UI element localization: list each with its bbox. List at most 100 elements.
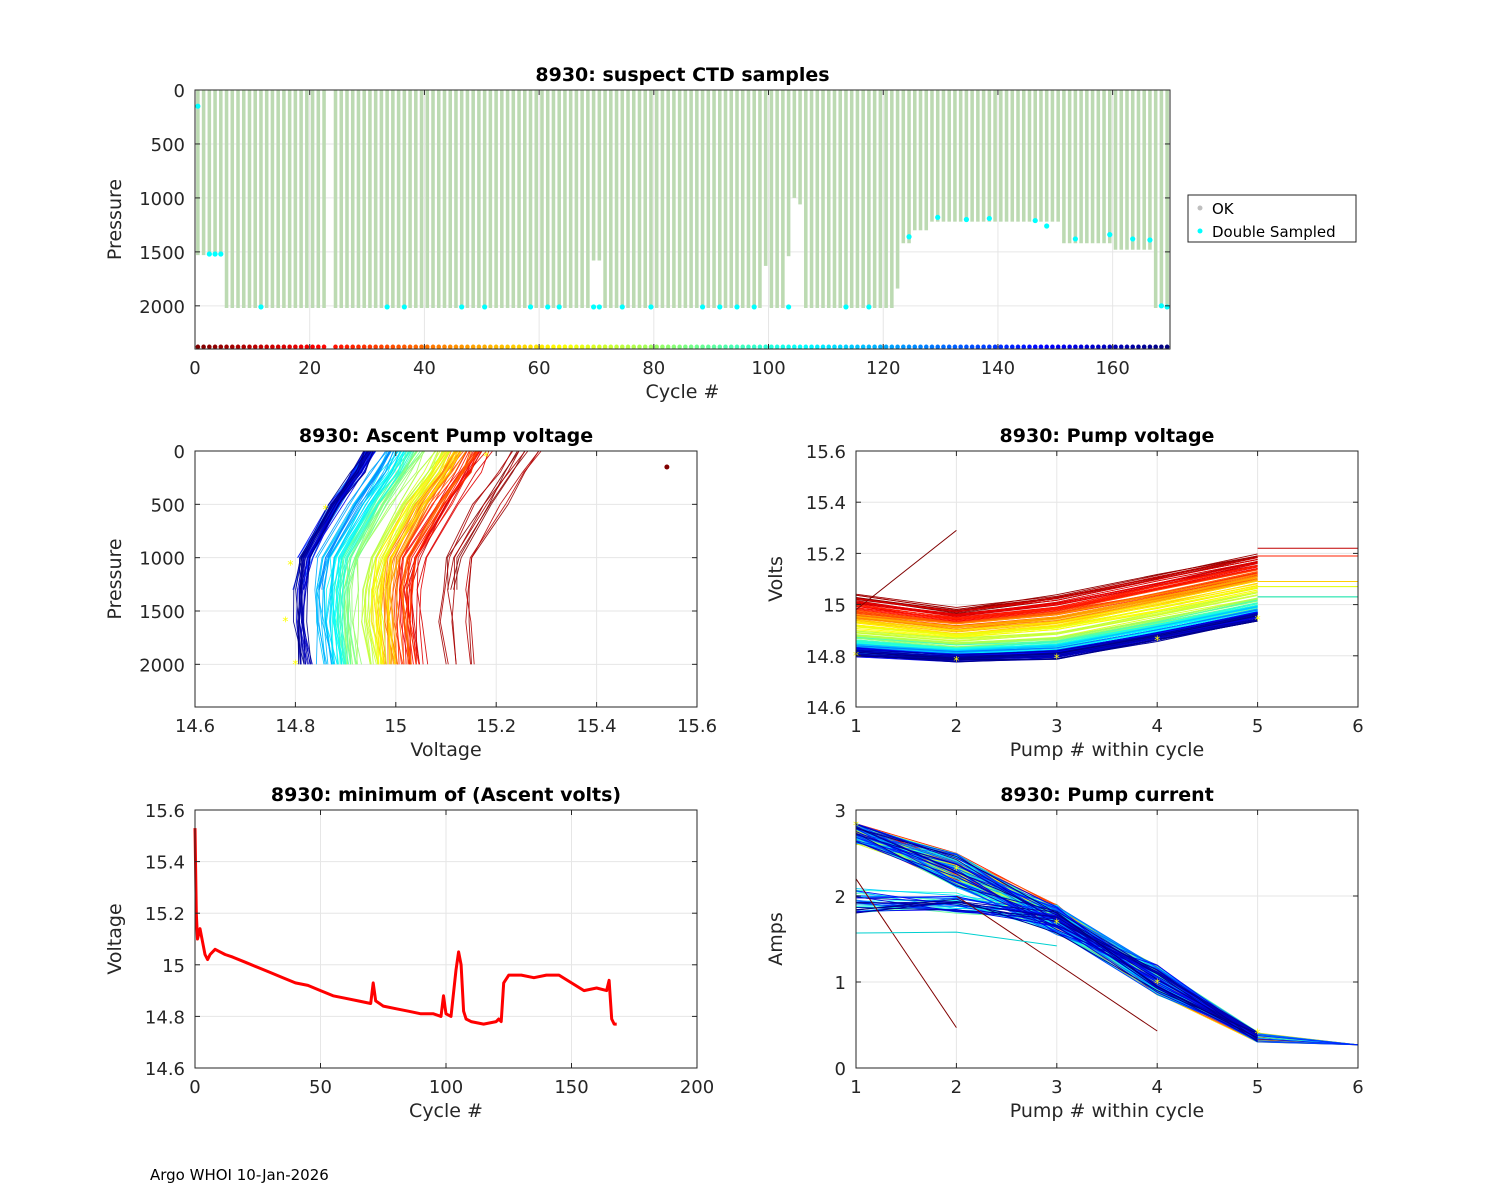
cycle-bar [958,90,963,222]
cycle-color-dot [688,344,694,350]
cycle-color-dot [849,344,854,350]
cycle-color-dot [992,344,998,350]
cycle-color-dot [533,344,539,350]
cycle-bar [798,90,802,205]
cycle-color-dot [338,344,344,350]
cycle-color-dot [797,344,803,350]
ascent-profile-line [373,450,445,665]
ascent-profile-line [399,450,468,665]
cycle-bar [259,90,263,308]
x-tick-label: 1 [850,1077,861,1098]
ascent-profile-line [371,450,445,665]
axes-frame [194,450,698,708]
cycle-bar [941,90,946,222]
cycle-color-dot [293,344,298,350]
min-marker: * [1054,651,1060,665]
y-tick-label: 14.6 [145,1059,185,1080]
ascent-profile-line [361,450,437,665]
double-sampled-point [1164,304,1170,310]
double-sampled-point [906,234,912,240]
cycle-bar [414,90,418,308]
pump-current-line [855,896,1258,1035]
cycle-bar [752,90,756,308]
cycle-bar [712,90,716,308]
cycle-color-dot [333,344,338,350]
cycle-bar [849,90,854,308]
cycle-bar [196,90,200,256]
cycle-color-dot [424,344,430,350]
cycle-color-dot [275,344,281,350]
cycle-color-dot [1050,344,1055,350]
axes-frame [855,809,1359,1069]
ascent-profile-line [306,450,374,665]
double-sampled-point [258,304,264,310]
cycle-color-dot [1078,344,1084,350]
y-tick-label: 14.8 [806,647,846,668]
pump-current-line [855,832,1258,1033]
y-tick-label: 15.2 [806,544,846,565]
pump-voltage-line [855,591,1258,639]
cycle-color-dot [499,344,505,350]
double-sampled-point [1158,303,1164,309]
cycle-bar [207,90,212,256]
cycle-bar [436,90,441,308]
cycle-color-dot [901,344,906,350]
cycle-color-dot [373,344,378,350]
cycle-color-dot [505,344,510,350]
bars [196,90,1169,308]
x-tick-label: 5 [1252,1077,1263,1098]
x-tick-label: 15.4 [577,716,617,737]
cycle-color-dot [1096,344,1101,350]
cycle-bar [895,90,900,289]
cycle-bar [517,90,521,308]
y-tick-label: 2 [835,887,846,908]
ascent-profile-line [439,450,514,665]
cycle-color-dot [379,344,384,350]
cycle-color-dot [757,344,763,350]
double-sampled-point [545,304,551,310]
x-tick-label: 50 [309,1077,332,1098]
ascent-profile-line [314,450,388,665]
cycle-bar [1010,90,1015,222]
ascent-profile-line [346,450,421,665]
cycle-bar [918,90,923,231]
cycle-bar [356,90,361,308]
cycle-color-dot [935,344,941,350]
cycle-bar [735,90,739,308]
y-tick-label: 0 [174,81,185,102]
cycle-bar [545,90,550,308]
pump-voltage-line [855,583,1258,631]
ascent-profile-line [340,450,414,665]
cycle-bar [723,90,728,308]
ascent-profile-line [408,450,477,665]
cycle-bar [597,90,602,261]
cycle-color-dot [482,344,487,350]
outlier-line [855,878,957,1028]
min-marker: * [1154,977,1160,991]
cycle-color-dot [837,344,843,350]
cycle-color-dot [459,344,464,350]
x-tick-label: 15.2 [476,716,516,737]
cycle-bar [700,90,705,308]
cycle-color-dot [597,344,602,350]
cycle-bar [844,90,848,308]
ascent-profile-line [376,450,450,665]
cycle-bar [1153,90,1158,308]
min-marker: * [483,449,489,463]
cycle-color-dot [224,344,229,350]
cycle-color-dot [866,344,872,350]
min-marker: * [953,654,959,668]
cycle-bar [775,90,779,308]
cycle-color-dot [218,344,224,350]
pump-voltage-line [855,609,1258,653]
cycle-bar [425,90,430,308]
cycle-color-dot [631,344,637,350]
cycle-color-dot [493,344,499,350]
cycle-color-dot [975,344,981,350]
double-sampled-point [206,251,212,257]
double-sampled-point [401,304,407,310]
cycle-color-dot [436,344,442,350]
cycle-color-dot [430,344,436,350]
